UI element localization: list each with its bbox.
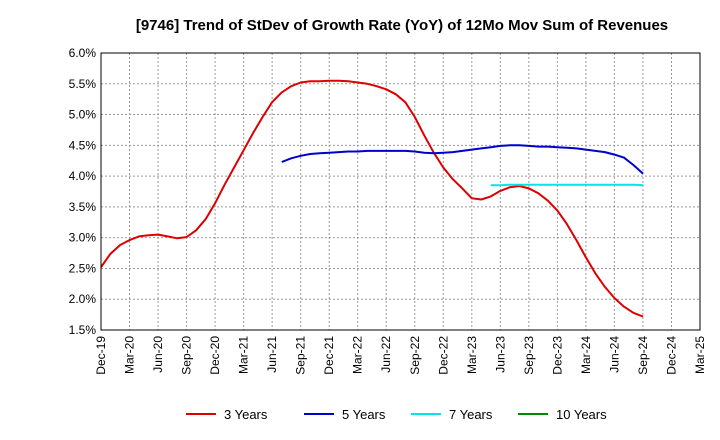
grid-lines [101,52,700,331]
series-line-5-years [281,144,644,175]
x-tick-label: Sep-20 [180,336,194,375]
series-line-7-years [490,183,644,187]
legend: 3 Years 5 Years 7 Years 10 Years [186,407,607,422]
legend-label: 7 Years [449,407,493,422]
chart-title: [9746] Trend of StDev of Growth Rate (Yo… [136,17,668,34]
x-tick-label: Mar-25 [693,336,707,374]
x-tick-label: Jun-21 [265,336,279,373]
y-tick-label: 6.0% [69,46,97,60]
x-tick-label: Dec-22 [436,336,450,375]
y-tick-label: 2.0% [69,292,97,306]
x-tick-label: Mar-22 [351,336,365,374]
plot-area [100,52,701,331]
x-tick-label: Jun-24 [607,336,621,373]
x-tick-label: Mar-24 [579,336,593,374]
y-axis-ticks: 1.5% 2.0% 2.5% 3.0% 3.5% 4.0% 4.5% 5.0% 5.5% 6.0% [69,46,97,337]
y-tick-label: 2.5% [69,261,97,275]
y-tick-label: 4.0% [69,169,97,183]
x-tick-label: Mar-20 [123,336,137,374]
legend-label: 5 Years [342,407,386,422]
x-tick-label: Dec-19 [94,336,108,375]
x-tick-label: Sep-22 [408,336,422,375]
x-tick-label: Mar-23 [465,336,479,374]
x-tick-label: Sep-23 [522,336,536,375]
y-tick-label: 3.5% [69,200,97,214]
y-tick-label: 3.0% [69,231,97,245]
legend-label: 3 Years [224,407,268,422]
x-tick-label: Jun-23 [493,336,507,373]
y-tick-label: 1.5% [69,323,97,337]
x-axis-ticks: Dec-19 Mar-20 Jun-20 Sep-20 Dec-20 Mar-21 Jun-… [94,336,707,375]
x-tick-label: Dec-23 [550,336,564,375]
y-tick-label: 5.0% [69,108,97,122]
x-tick-label: Sep-21 [294,336,308,375]
x-tick-label: Mar-21 [237,336,251,374]
x-tick-label: Dec-20 [208,336,222,375]
y-tick-label: 5.5% [69,77,97,91]
series-line-3-years [100,79,644,318]
x-tick-label: Sep-24 [636,336,650,375]
legend-label: 10 Years [556,407,607,422]
x-tick-label: Dec-24 [664,336,678,375]
series-lines [100,79,644,318]
x-tick-label: Jun-22 [379,336,393,373]
x-tick-label: Jun-20 [151,336,165,373]
x-tick-label: Dec-21 [322,336,336,375]
y-tick-label: 4.5% [69,138,97,152]
